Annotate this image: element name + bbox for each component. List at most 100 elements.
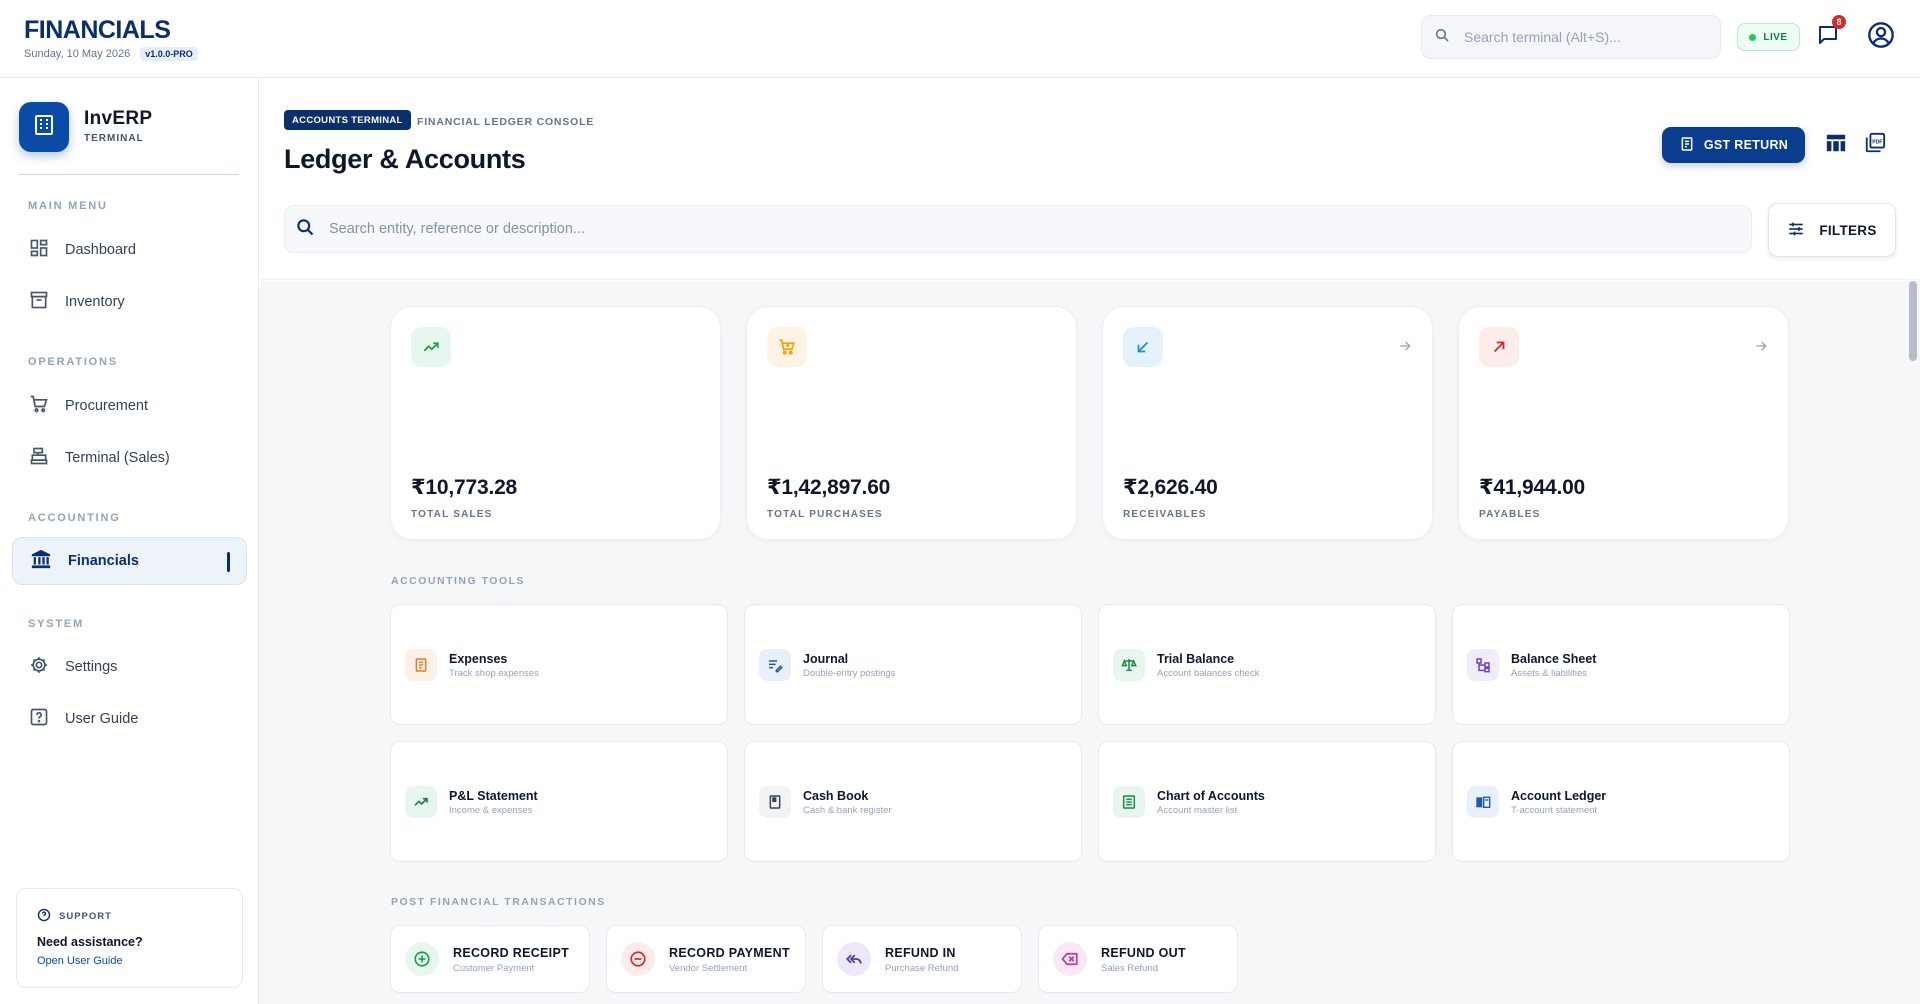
- support-heading: Need assistance?: [37, 935, 143, 949]
- record-payment-button[interactable]: RECORD PAYMENT Vendor Settlement: [606, 925, 806, 993]
- tx-title: RECORD RECEIPT: [453, 946, 570, 960]
- section-operations: OPERATIONS: [28, 356, 118, 368]
- breadcrumb-pill[interactable]: ACCOUNTS TERMINAL: [284, 110, 411, 130]
- app-logo[interactable]: [19, 102, 69, 152]
- help-circle-icon: [37, 908, 51, 925]
- stat-value: ₹10,773.28: [411, 476, 518, 499]
- tool-pl-statement[interactable]: P&L Statement Income & expenses: [390, 741, 728, 862]
- sidebar-item-inventory[interactable]: Inventory: [12, 278, 247, 326]
- sidebar-item-user-guide[interactable]: User Guide: [12, 695, 247, 743]
- terminal-search-input[interactable]: [1464, 29, 1694, 45]
- stat-card-receivables[interactable]: ₹2,626.40 RECEIVABLES: [1102, 306, 1433, 540]
- tool-title: Account Ledger: [1511, 789, 1607, 803]
- book-icon: [759, 786, 791, 818]
- sidebar-item-label: Dashboard: [65, 242, 136, 258]
- search-icon: [295, 217, 315, 242]
- arrow-right-icon[interactable]: [1754, 339, 1768, 358]
- sidebar-item-settings[interactable]: Settings: [12, 643, 247, 691]
- terminal-search[interactable]: [1421, 15, 1721, 59]
- list-icon: [1113, 786, 1145, 818]
- gst-return-button[interactable]: GST RETURN: [1662, 127, 1805, 163]
- top-header: FINANCIALS Sunday, 10 May 2026 v1.0.0-PR…: [0, 0, 1920, 78]
- sidebar-item-label: Terminal (Sales): [65, 450, 170, 466]
- sidebar-item-terminal-sales[interactable]: Terminal (Sales): [12, 434, 247, 482]
- tx-subtitle: Vendor Settlement: [669, 963, 748, 974]
- refund-in-button[interactable]: REFUND IN Purchase Refund: [822, 925, 1022, 993]
- tx-subtitle: Sales Refund: [1101, 963, 1159, 974]
- content-scrollbar[interactable]: [1909, 281, 1917, 361]
- accounting-tools-heading: ACCOUNTING TOOLS: [391, 575, 526, 587]
- page-title: Ledger & Accounts: [284, 144, 526, 174]
- help-square-icon: [29, 707, 49, 731]
- stat-label: TOTAL PURCHASES: [767, 509, 883, 520]
- dashboard-icon: [29, 238, 49, 262]
- stat-label: PAYABLES: [1479, 509, 1541, 520]
- pdf-export-button[interactable]: PDF: [1860, 130, 1890, 160]
- trending-up-icon: [411, 327, 451, 367]
- gst-return-label: GST RETURN: [1703, 138, 1789, 152]
- sidebar-item-label: Procurement: [65, 398, 149, 414]
- tool-subtitle: Account balances check: [1157, 668, 1260, 679]
- section-system: SYSTEM: [28, 618, 85, 630]
- backspace-icon: [1053, 942, 1087, 976]
- profile-button[interactable]: [1861, 17, 1901, 57]
- trending-up-icon: [405, 786, 437, 818]
- sidebar-item-procurement[interactable]: Procurement: [12, 382, 247, 430]
- ledger-search-input[interactable]: [329, 221, 1629, 237]
- sidebar: InvERP TERMINAL MAIN MENU Dashboard Inve…: [0, 78, 259, 1004]
- tx-subtitle: Customer Payment: [453, 963, 535, 974]
- stat-label: RECEIVABLES: [1123, 509, 1207, 520]
- stat-value: ₹41,944.00: [1479, 476, 1586, 499]
- arrow-down-left-icon: [1123, 327, 1163, 367]
- table-icon: [1825, 132, 1847, 159]
- cash-register-icon: [29, 446, 49, 470]
- tool-title: Balance Sheet: [1511, 652, 1597, 666]
- tool-trial-balance[interactable]: Trial Balance Account balances check: [1098, 604, 1436, 725]
- tx-title: REFUND OUT: [1101, 946, 1186, 960]
- messages-button[interactable]: 8: [1808, 15, 1848, 57]
- sidebar-item-label: Settings: [65, 659, 118, 675]
- sidebar-item-label: Inventory: [65, 294, 125, 310]
- tool-title: Cash Book: [803, 789, 869, 803]
- refund-out-button[interactable]: REFUND OUT Sales Refund: [1038, 925, 1238, 993]
- tool-title: P&L Statement: [449, 789, 538, 803]
- live-status-badge: LIVE: [1737, 23, 1800, 51]
- minus-circle-icon: [621, 942, 655, 976]
- plus-circle-icon: [405, 942, 439, 976]
- support-card: SUPPORT Need assistance? Open User Guide: [16, 888, 243, 988]
- sidebar-divider: [19, 174, 239, 175]
- stat-card-total-sales[interactable]: ₹10,773.28 TOTAL SALES: [390, 306, 721, 540]
- post-transactions-heading: POST FINANCIAL TRANSACTIONS: [391, 896, 606, 908]
- sidebar-item-label: User Guide: [65, 711, 139, 727]
- arrow-up-right-icon: [1479, 327, 1519, 367]
- stat-label: TOTAL SALES: [411, 509, 493, 520]
- stat-card-payables[interactable]: ₹41,944.00 PAYABLES: [1458, 306, 1789, 540]
- ledger-search[interactable]: [284, 205, 1752, 253]
- table-view-button[interactable]: [1821, 130, 1851, 160]
- ledger-book-icon: [1467, 786, 1499, 818]
- tool-subtitle: Track shop expenses: [449, 668, 539, 679]
- tool-account-ledger[interactable]: Account Ledger T-account statement: [1452, 741, 1790, 862]
- tool-chart-of-accounts[interactable]: Chart of Accounts Account master list: [1098, 741, 1436, 862]
- gear-icon: [29, 655, 49, 679]
- edit-list-icon: [759, 649, 791, 681]
- tool-cash-book[interactable]: Cash Book Cash & bank register: [744, 741, 1082, 862]
- tool-expenses[interactable]: Expenses Track shop expenses: [390, 604, 728, 725]
- tool-balance-sheet[interactable]: Balance Sheet Assets & liabilities: [1452, 604, 1790, 725]
- open-user-guide-link[interactable]: Open User Guide: [37, 955, 123, 967]
- scale-icon: [1113, 649, 1145, 681]
- tool-title: Journal: [803, 652, 849, 666]
- tool-title: Trial Balance: [1157, 652, 1235, 666]
- sidebar-item-financials[interactable]: Financials: [12, 537, 247, 585]
- filters-button[interactable]: FILTERS: [1768, 203, 1896, 257]
- arrow-right-icon[interactable]: [1398, 339, 1412, 358]
- tool-subtitle: T-account statement: [1511, 805, 1598, 816]
- stat-card-total-purchases[interactable]: ₹1,42,897.60 TOTAL PURCHASES: [746, 306, 1077, 540]
- tool-subtitle: Cash & bank register: [803, 805, 892, 816]
- record-receipt-button[interactable]: RECORD RECEIPT Customer Payment: [390, 925, 590, 993]
- sidebar-item-dashboard[interactable]: Dashboard: [12, 226, 247, 274]
- bank-icon: [30, 548, 52, 574]
- page-header: ACCOUNTS TERMINAL FINANCIAL LEDGER CONSO…: [260, 78, 1920, 280]
- tool-journal[interactable]: Journal Double-entry postings: [744, 604, 1082, 725]
- tx-subtitle: Purchase Refund: [885, 963, 959, 974]
